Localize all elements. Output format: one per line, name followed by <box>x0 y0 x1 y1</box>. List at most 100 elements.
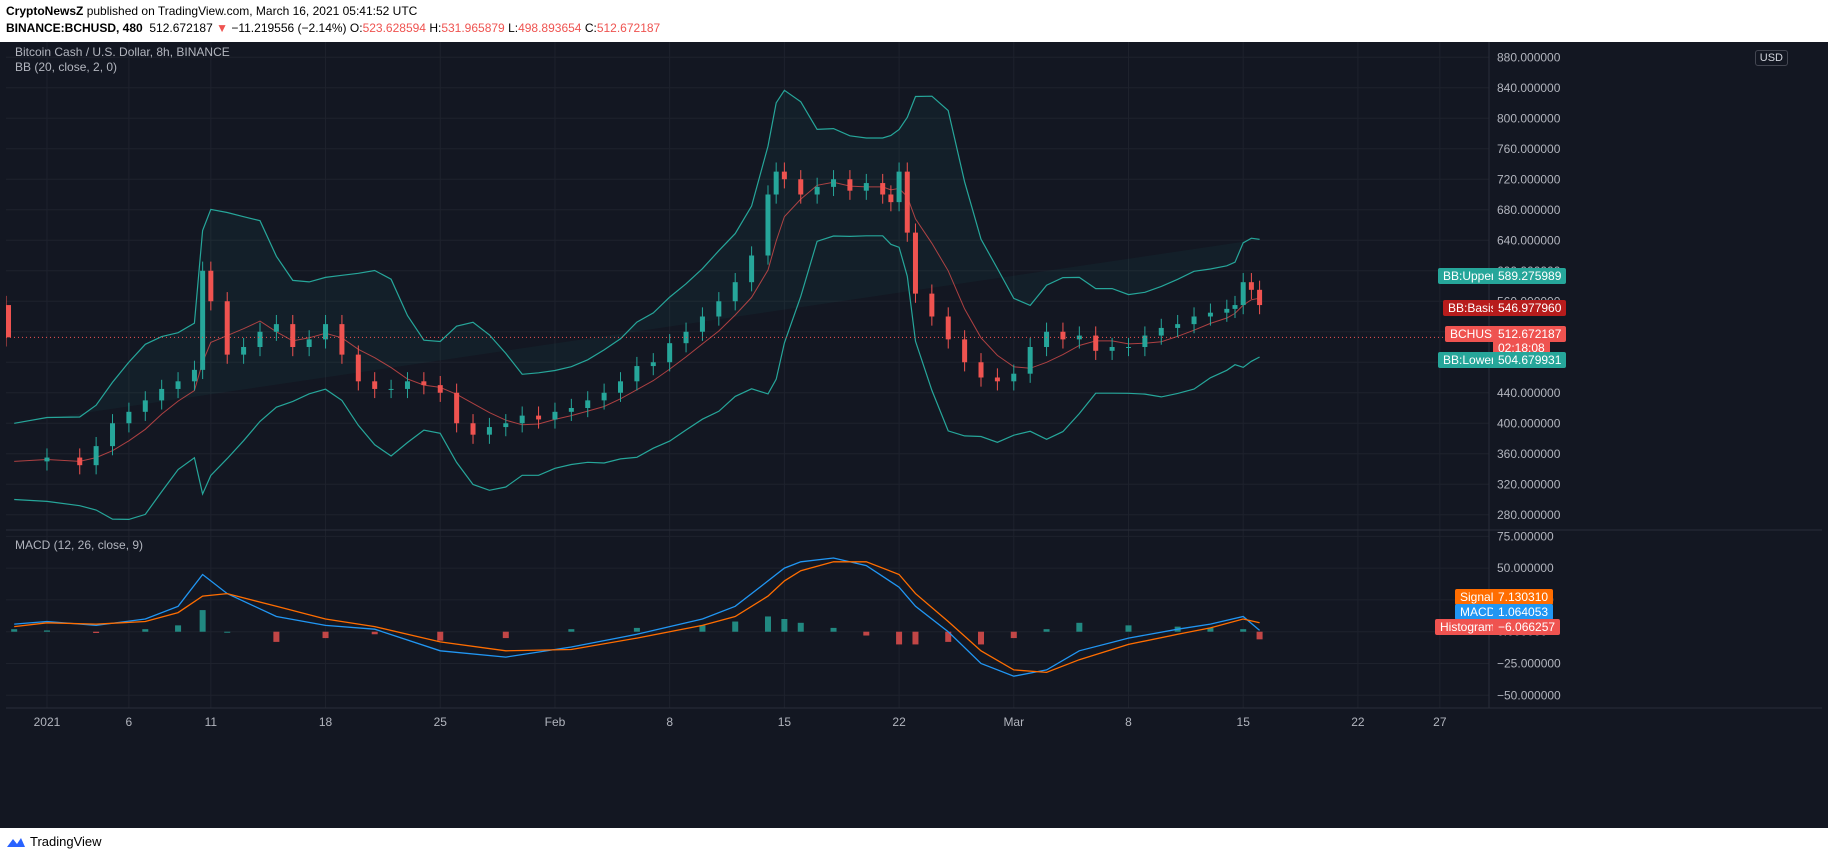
price-tick-label: 640.000000 <box>1497 233 1561 247</box>
price-tick-label: 760.000000 <box>1497 142 1561 156</box>
bb-lower-badge-value: 504.679931 <box>1493 352 1567 368</box>
candle-body <box>372 381 378 389</box>
candle-body <box>44 457 50 462</box>
candle-body <box>200 270 206 370</box>
time-tick-label: 11 <box>205 715 218 729</box>
candle-body <box>536 415 542 420</box>
histogram-bar <box>896 631 903 645</box>
candle-body <box>1207 312 1213 317</box>
candle-body <box>814 186 820 195</box>
bb-basis-badge-label: BB:Basis <box>1443 300 1502 316</box>
time-tick-label: 8 <box>666 715 673 729</box>
candle-body <box>224 301 230 355</box>
candle-body <box>765 194 771 256</box>
histogram-bar <box>830 627 837 632</box>
price-tick-label: 320.000000 <box>1497 477 1561 491</box>
time-tick-label: 6 <box>126 715 133 729</box>
histogram-bar <box>142 629 149 632</box>
candle-body <box>667 343 673 363</box>
candle-body <box>749 255 755 283</box>
chart-frame[interactable]: 880.000000 840.000000 800.000000 760.000000… <box>6 42 1822 828</box>
histogram-bar <box>1043 629 1050 632</box>
candle-body <box>888 194 894 203</box>
candle-body <box>634 366 640 382</box>
candle-body <box>929 293 935 317</box>
candle-body <box>175 381 181 389</box>
tradingview-logo-icon <box>7 837 25 847</box>
candle-body <box>388 388 394 390</box>
macd-line <box>14 557 1261 677</box>
candle-body <box>773 171 779 195</box>
candle-body <box>1191 316 1197 325</box>
candle-body <box>1076 335 1082 340</box>
open-label: O: <box>349 21 363 35</box>
candle-body <box>6 316 11 338</box>
candle-body <box>503 423 509 428</box>
high-label: H: <box>429 21 442 35</box>
histogram-bar <box>863 631 870 636</box>
candle-body <box>1011 373 1017 382</box>
published-text: published on TradingView.com, March 16, … <box>86 4 418 18</box>
last-price-badge-value: 512.672187 <box>1493 326 1567 342</box>
candle-body <box>978 362 984 378</box>
histogram-bar <box>764 616 771 632</box>
last-price: 512.672187 <box>149 21 213 35</box>
candle-body <box>912 232 918 294</box>
histogram-bar <box>978 631 985 645</box>
bb-legend[interactable]: BB (20, close, 2, 0) <box>15 60 118 74</box>
bb-upper-badge-value: 589.275989 <box>1493 268 1567 284</box>
publisher-name[interactable]: CryptoNewsZ <box>6 4 84 18</box>
macd-legend[interactable]: MACD (12, 26, close, 9) <box>15 538 144 552</box>
open-value: 523.628594 <box>362 21 426 35</box>
bb-basis-line <box>14 181 1260 462</box>
candle-body <box>962 339 968 363</box>
candle-body <box>159 388 165 401</box>
candle-body <box>519 415 525 424</box>
candle-body <box>339 324 345 355</box>
time-tick-label: Mar <box>1003 715 1024 729</box>
candle-body <box>650 362 656 367</box>
bb-upper-line <box>14 89 1260 424</box>
chart-title-legend[interactable]: Bitcoin Cash / U.S. Dollar, 8h, BINANCE <box>15 45 230 59</box>
price-tick-label: 440.000000 <box>1497 386 1561 400</box>
close-value: 512.672187 <box>596 21 661 35</box>
candle-body <box>1060 331 1066 340</box>
candle-body <box>454 392 460 424</box>
candle-body <box>1027 347 1033 374</box>
candle-body <box>585 400 591 408</box>
macd-tick-label: −25.000000 <box>1497 657 1561 671</box>
candle-body <box>568 408 574 412</box>
histogram-bar <box>699 625 706 632</box>
publisher-line: CryptoNewsZ published on TradingView.com… <box>6 4 417 18</box>
price-tick-label: 360.000000 <box>1497 447 1561 461</box>
candle-body <box>1232 305 1238 309</box>
histogram-bar <box>43 630 50 632</box>
low-value: 498.893654 <box>518 21 582 35</box>
candle-body <box>470 423 476 435</box>
candle-body <box>1125 347 1131 348</box>
candle-body <box>552 411 558 420</box>
candle-body <box>6 305 11 317</box>
histogram-bar <box>322 631 329 639</box>
candle-body <box>1158 327 1164 336</box>
histogram-bar <box>273 631 280 642</box>
price-tick-label: 880.000000 <box>1497 50 1561 64</box>
histogram-bar <box>175 625 182 632</box>
time-tick-label: 15 <box>1237 715 1251 729</box>
candle-body <box>1248 282 1254 290</box>
histogram-badge-value: −6.066257 <box>1493 619 1561 635</box>
histogram-bar <box>732 621 739 632</box>
macd-tick-label: 50.000000 <box>1497 561 1554 575</box>
footer[interactable]: TradingView <box>6 834 102 849</box>
publisher-bar <box>0 0 1828 42</box>
candle-body <box>404 381 410 389</box>
price-and-macd-chart[interactable]: 880.000000 840.000000 800.000000 760.000000… <box>6 42 1822 828</box>
candle-body <box>904 171 910 233</box>
candle-body <box>110 423 116 447</box>
histogram-bar <box>11 629 18 632</box>
histogram-bar <box>1207 627 1214 632</box>
candle-body <box>863 183 869 191</box>
time-tick-label: Feb <box>545 715 566 729</box>
currency-button[interactable]: USD <box>1754 50 1788 66</box>
price-tick-label: 720.000000 <box>1497 172 1561 186</box>
